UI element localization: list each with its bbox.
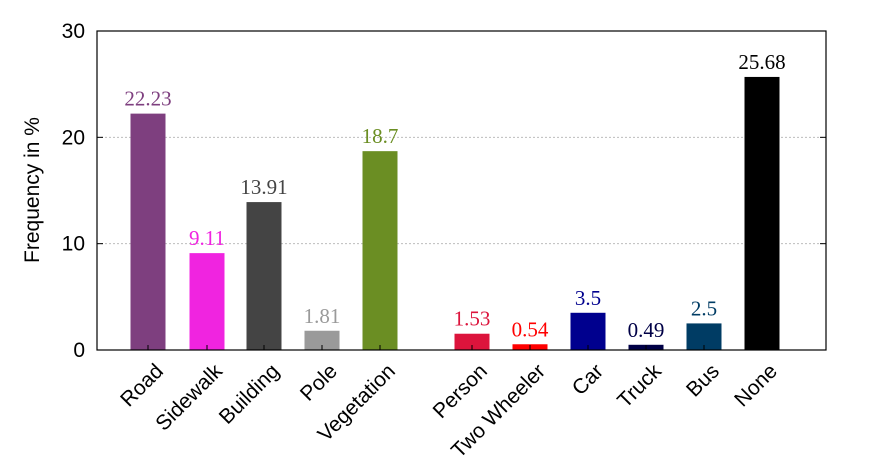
axes [96, 30, 827, 351]
value-label: 0.54 [512, 317, 549, 341]
value-label: 9.11 [189, 226, 225, 250]
value-labels: 22.23 9.11 13.91 1.81 18.7 1.53 0.54 3.5 0.49 2.5… [124, 50, 785, 342]
bar-sidewalk [189, 253, 225, 350]
value-label: 1.53 [454, 307, 491, 331]
bar-car [570, 312, 606, 350]
value-label: 0.49 [628, 318, 665, 342]
value-label: 3.5 [575, 286, 601, 310]
y-tick-label: 20 [62, 126, 85, 149]
bar-none [744, 76, 780, 350]
value-label: 13.91 [240, 175, 287, 199]
x-tick-label: Car [568, 360, 608, 400]
value-label: 25.68 [738, 50, 785, 74]
y-tick-labels: 0 10 20 30 [62, 20, 85, 362]
y-tick-label: 10 [62, 233, 85, 256]
value-label: 1.81 [304, 304, 341, 328]
bars [130, 76, 780, 350]
value-label: 22.23 [124, 87, 171, 111]
bar-person [454, 333, 490, 350]
grid-lines [97, 136, 826, 245]
y-tick-label: 30 [62, 20, 85, 43]
plot-frame [96, 30, 827, 351]
x-tick-label: Road [116, 360, 168, 412]
bar-building [246, 202, 282, 350]
bar-pole [304, 330, 340, 350]
x-tick-label: None [730, 360, 782, 412]
bar-vegetation [362, 151, 398, 350]
value-label: 18.7 [362, 124, 399, 148]
bar-road [130, 113, 166, 350]
y-axis-label: Frequency in % [21, 117, 44, 263]
value-label: 2.5 [691, 296, 717, 320]
y-tick-label: 0 [73, 339, 85, 362]
x-tick-label: Truck [613, 359, 666, 412]
x-tick-label: Building [215, 360, 284, 429]
x-tick-label: Pole [296, 360, 342, 406]
x-tick-label: Bus [682, 360, 724, 402]
